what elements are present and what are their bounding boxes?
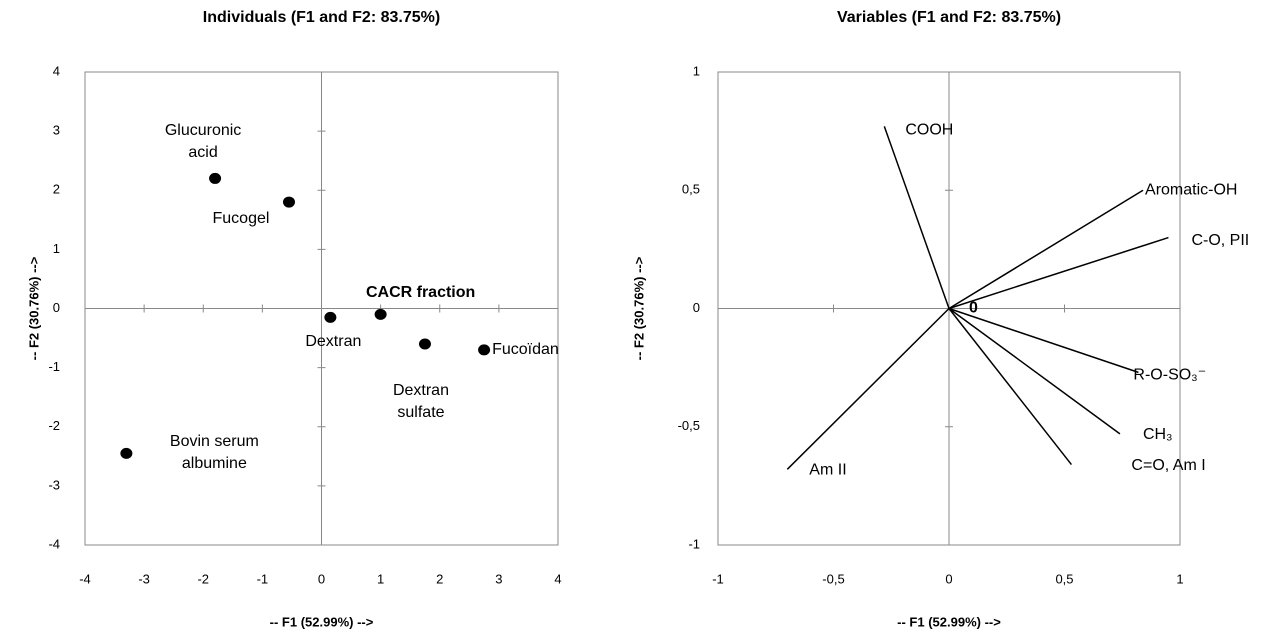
y-tick-label: -3 [48,477,60,492]
point [418,338,431,350]
vector [786,307,950,470]
y-tick-label: -1 [688,536,700,551]
x-tick-label: -2 [197,571,209,586]
y-tick-label: 4 [53,63,60,78]
vector-label: Aromatic-OH [1145,181,1237,198]
y-tick-label: 3 [53,123,60,138]
x-tick-label: -4 [79,571,91,586]
point-label: CACR fraction [365,284,476,302]
x-tick-label: -3 [138,571,150,586]
x-tick-label: 2 [436,571,443,586]
y-axis-title: -- F2 (30.76%) --> [631,256,646,360]
point-label: Fucoïdan [492,340,559,358]
point-label: Bovin serum albumine [169,433,259,473]
point-label: Dextran [305,333,362,351]
point-label: Dextran sulfate [392,381,449,421]
x-tick-label: -1 [257,571,269,586]
vector-label: COOH [905,122,953,139]
vector [948,307,1139,374]
vector [948,189,1144,310]
x-tick-label: 1 [377,571,384,586]
x-tick-label: 0 [945,571,952,586]
x-tick-label: 3 [495,571,502,586]
vector-label: C=O, Am I [1131,457,1205,474]
point [282,196,295,208]
point [324,311,337,323]
point [120,447,133,459]
origin-label: 0 [969,300,978,317]
y-tick-label: -0,5 [678,418,700,433]
point [209,172,222,184]
vector-label: CH₃ [1143,426,1173,443]
y-tick-label: -4 [48,536,60,551]
x-tick-label: -1 [712,571,724,586]
vector-label: C-O, PII [1191,232,1249,249]
x-axis-title: -- F1 (52.99%) --> [897,614,1001,629]
point [374,308,387,320]
vector [883,126,950,309]
vector-label: R-O-SO₃⁻ [1133,367,1206,384]
y-axis-title: -- F2 (30.76%) --> [26,256,41,360]
y-tick-label: -1 [48,359,60,374]
y-tick-label: 2 [53,182,60,197]
x-axis-title: -- F1 (52.99%) --> [270,614,374,629]
vector [948,236,1169,310]
y-tick-label: 0 [693,300,700,315]
y-tick-label: -2 [48,418,60,433]
x-tick-label: -0,5 [822,571,844,586]
point-label: Glucuronic acid [164,122,242,162]
y-tick-label: 1 [693,63,700,78]
y-tick-label: 1 [53,241,60,256]
y-tick-label: 0 [53,300,60,315]
vector [948,307,1121,435]
x-tick-label: 0,5 [1055,571,1073,586]
vector-label: Am II [809,462,846,479]
y-tick-label: 0,5 [682,182,700,197]
vector [948,308,1073,466]
point [478,344,491,356]
x-tick-label: 0 [318,571,325,586]
chart-title: Individuals (F1 and F2: 83.75%) [203,9,440,26]
point-label: Fucogel [212,210,270,228]
chart-title: Variables (F1 and F2: 83.75%) [837,9,1061,26]
x-tick-label: 4 [554,571,561,586]
x-tick-label: 1 [1176,571,1183,586]
